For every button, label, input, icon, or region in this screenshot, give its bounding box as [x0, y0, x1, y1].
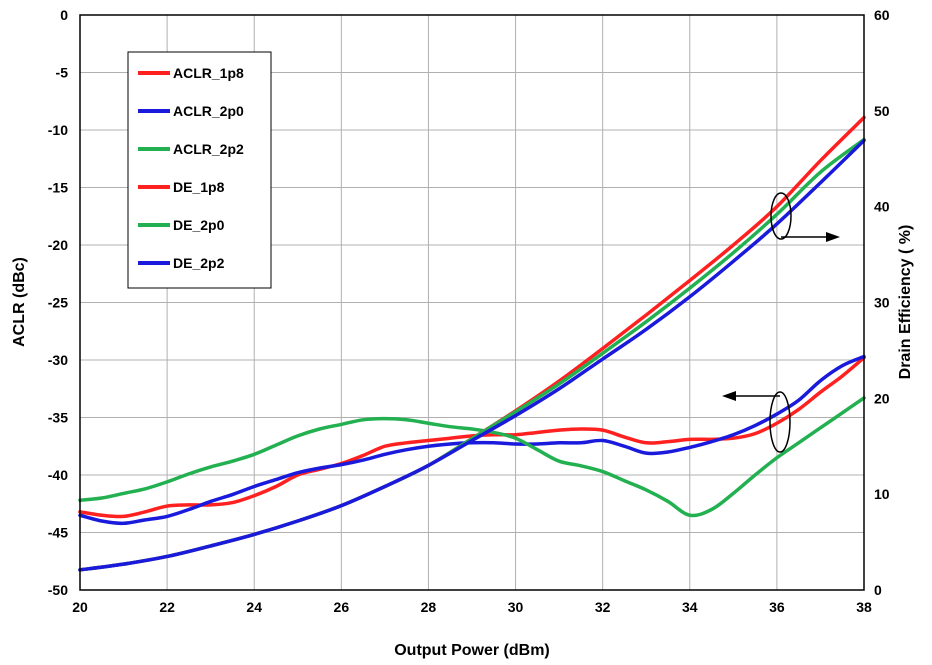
legend-label-aclr-2p2: ACLR_2p2 — [173, 141, 244, 157]
x-tick-label-5: 30 — [508, 599, 524, 615]
legend-label-de-2p0: DE_2p0 — [173, 217, 225, 233]
x-tick-label-2: 24 — [246, 599, 262, 615]
series-layer — [78, 115, 866, 572]
right-axis-arrow-head — [826, 232, 840, 242]
x-tick-label-3: 26 — [334, 599, 350, 615]
x-tick-label-7: 34 — [682, 599, 698, 615]
y-tick-label-7: -35 — [48, 410, 68, 426]
legend-items: ACLR_1p8 ACLR_2p0 ACLR_2p2 DE_1p8 DE_2p0 DE_2… — [138, 65, 244, 271]
legend-label-aclr-2p0: ACLR_2p0 — [173, 103, 244, 119]
y2-tick-labels: 60 50 40 30 20 10 0 — [874, 7, 890, 598]
y-tick-label-2: -10 — [48, 122, 68, 138]
y-tick-label-10: -50 — [48, 582, 68, 598]
y2-tick-label-1: 50 — [874, 103, 890, 119]
plot-frame — [79, 14, 865, 591]
y-axis-title: ACLR (dBc) — [11, 257, 28, 347]
x-tick-label-1: 22 — [159, 599, 175, 615]
y2-tick-label-5: 10 — [874, 486, 890, 502]
y-tick-label-0: 0 — [60, 7, 68, 23]
series-line-aclr-1p8 — [78, 355, 866, 519]
y-tick-label-8: -40 — [48, 467, 68, 483]
x-tick-label-0: 20 — [72, 599, 88, 615]
y2-axis-title: Drain Efficiency ( %) — [897, 225, 914, 380]
y-tick-label-3: -15 — [48, 180, 68, 196]
x-axis-title: Output Power (dBm) — [394, 642, 550, 659]
x-tick-label-6: 32 — [595, 599, 611, 615]
annotations — [722, 192, 840, 453]
x-tick-labels: 20 22 24 26 28 30 32 34 36 38 — [72, 599, 872, 615]
legend: ACLR_1p8 ACLR_2p0 ACLR_2p2 DE_1p8 DE_2p0 DE_2… — [127, 51, 272, 289]
aclr-group-ellipse — [769, 391, 791, 453]
series-line-aclr-2p2 — [78, 396, 866, 518]
y-tick-label-6: -30 — [48, 352, 68, 368]
x-tick-label-8: 36 — [769, 599, 785, 615]
legend-label-aclr-1p8: ACLR_1p8 — [173, 65, 244, 81]
legend-box — [127, 51, 272, 289]
y2-tick-label-2: 40 — [874, 199, 890, 215]
y2-tick-label-4: 20 — [874, 390, 890, 406]
x-tick-label-4: 28 — [421, 599, 437, 615]
legend-label-de-2p2: DE_2p2 — [173, 255, 225, 271]
y-tick-label-5: -25 — [48, 295, 68, 311]
de-group-ellipse — [770, 192, 792, 240]
legend-label-de-1p8: DE_1p8 — [173, 179, 225, 195]
y-tick-label-1: -5 — [56, 65, 69, 81]
y2-tick-label-0: 60 — [874, 7, 890, 23]
y2-tick-label-3: 30 — [874, 295, 890, 311]
y-tick-labels: 0 -5 -10 -15 -20 -25 -30 -35 -40 -45 -50 — [48, 7, 68, 598]
series-line-de-2p2 — [78, 138, 866, 572]
left-axis-arrow-head — [722, 391, 736, 401]
x-tick-label-9: 38 — [856, 599, 872, 615]
y-tick-label-9: -45 — [48, 525, 68, 541]
y-tick-label-4: -20 — [48, 237, 68, 253]
series-line-aclr-2p0 — [78, 354, 866, 526]
y2-tick-label-6: 0 — [874, 582, 882, 598]
